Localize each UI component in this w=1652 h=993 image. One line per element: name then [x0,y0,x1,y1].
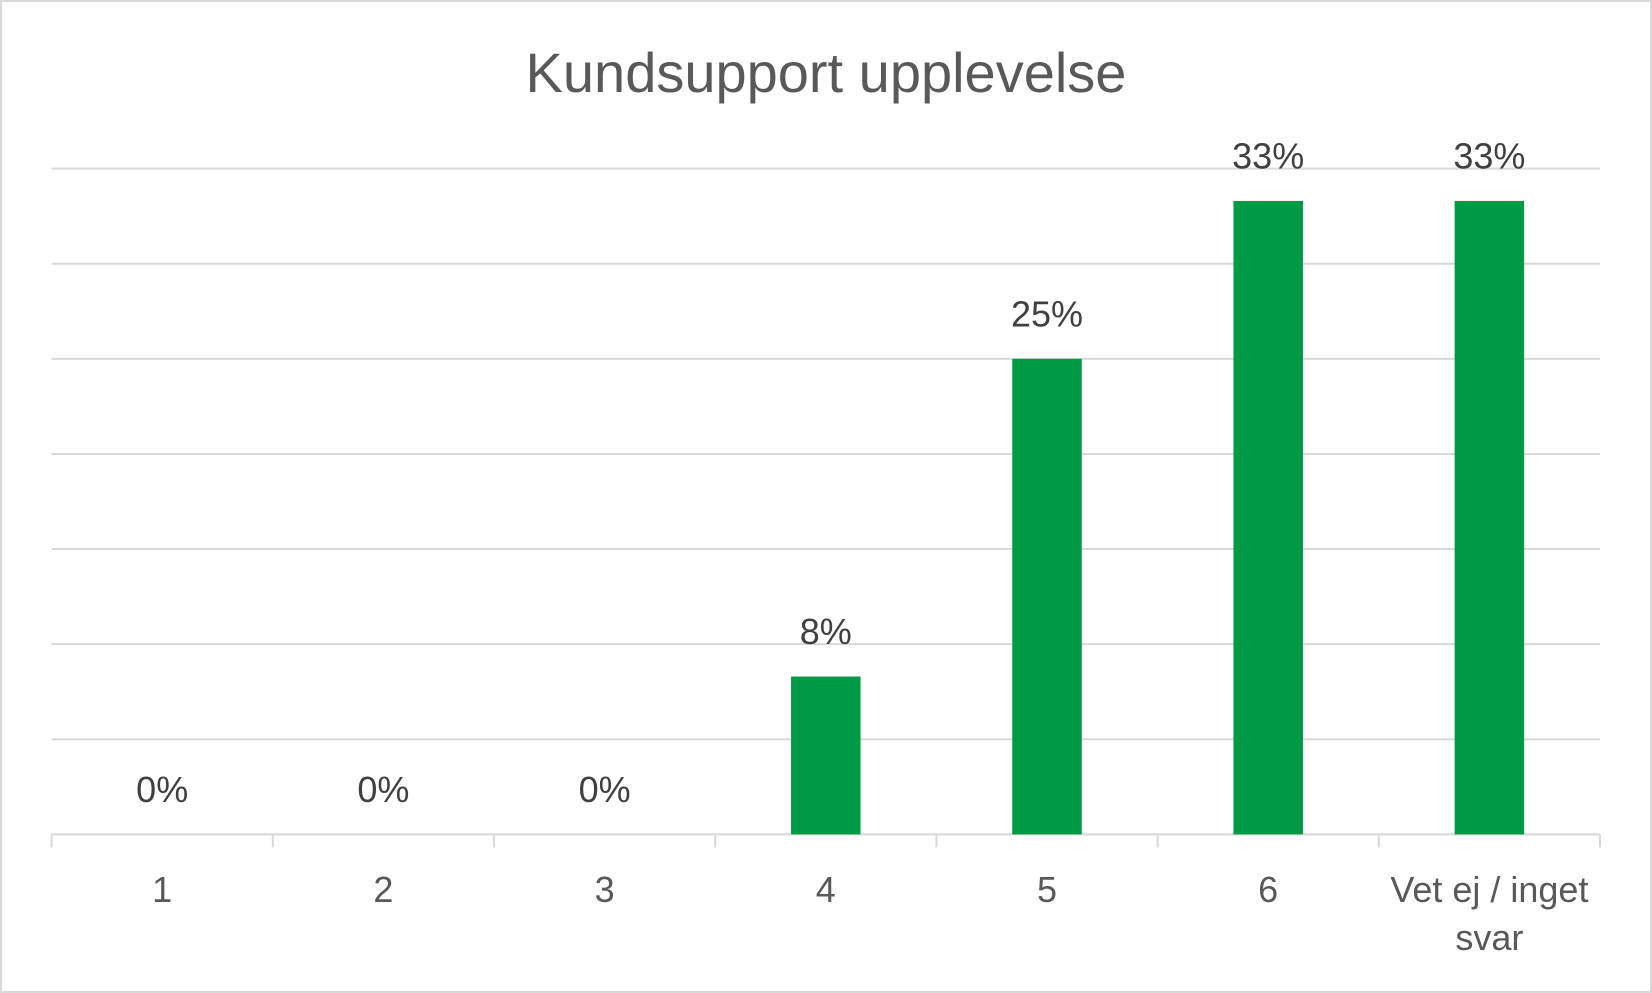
x-tick-label: 2 [373,869,394,910]
x-tick-label-box: 5 [1036,869,1058,910]
x-tick-label-box: Vet ej / inget svar [1390,869,1589,958]
data-label: 25% [1011,293,1083,334]
data-label: 0% [579,769,631,810]
bar [1012,358,1082,835]
x-tick-label-box: 3 [594,869,615,910]
x-tick-label-box: 6 [1258,869,1279,910]
x-tick-label: 6 [1258,869,1279,910]
x-tick-label-box: 4 [815,869,836,910]
bar [1233,200,1303,835]
bar [791,676,861,835]
data-label: 8% [800,611,852,652]
x-tick-label: Vet ej / inget svar [1390,869,1589,958]
x-tick-label: 5 [1036,869,1058,910]
x-tick-label: 3 [594,869,615,910]
data-label: 0% [136,769,188,810]
x-tick-label-box: 1 [152,869,173,910]
data-label: 0% [357,769,409,810]
x-tick-label-box: 2 [373,869,394,910]
data-label: 33% [1453,135,1525,176]
data-label: 33% [1232,135,1304,176]
x-tick-label: 4 [815,869,836,910]
chart-title: Kundsupport upplevelse [526,41,1127,104]
x-tick-label: 1 [152,869,173,910]
bar [1454,200,1525,835]
